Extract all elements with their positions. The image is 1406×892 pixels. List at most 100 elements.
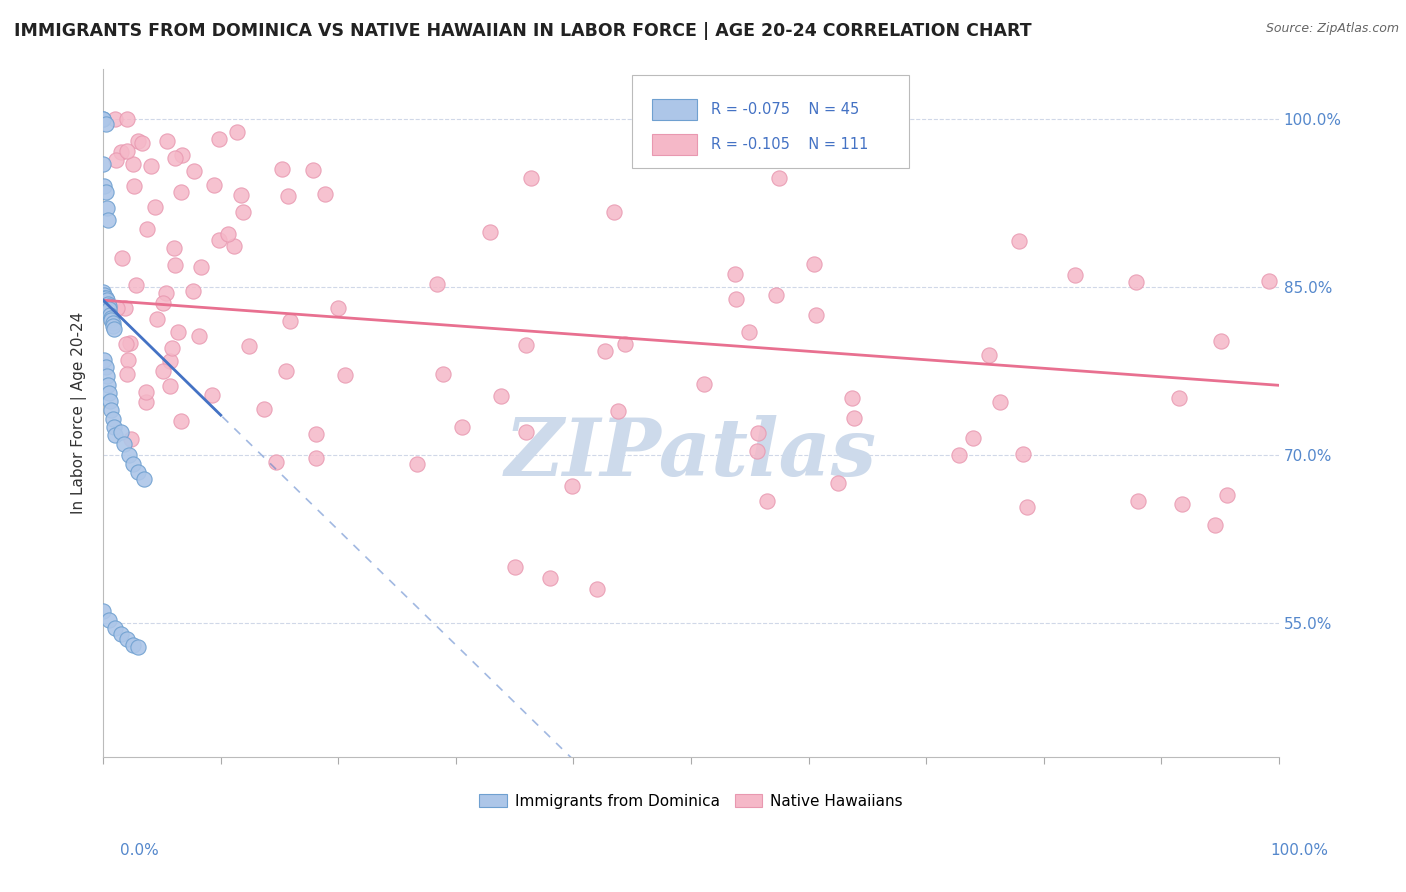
Point: [94, 118, 117, 132]
Point: [135, 385, 157, 400]
Point: [98, 299, 121, 313]
Point: [170, 414, 193, 428]
Point: [977, 348, 1000, 362]
Point: [98, 613, 121, 627]
Point: [163, 258, 186, 272]
Point: [948, 448, 970, 462]
Point: [724, 267, 747, 281]
Point: [614, 337, 637, 351]
Point: [114, 336, 136, 351]
Point: [163, 151, 186, 165]
Point: [725, 292, 748, 306]
Point: [107, 301, 129, 316]
Point: [515, 425, 537, 439]
Point: [115, 112, 138, 126]
Point: [91, 156, 114, 170]
Point: [135, 395, 157, 409]
Point: [231, 188, 253, 202]
Point: [96, 293, 118, 308]
Point: [117, 145, 139, 159]
Point: [264, 455, 287, 469]
Point: [520, 171, 543, 186]
Point: [1125, 275, 1147, 289]
Point: [110, 425, 132, 440]
Point: [1126, 494, 1149, 508]
Point: [201, 388, 224, 402]
Point: [170, 186, 193, 200]
Point: [515, 338, 537, 352]
Point: [1204, 518, 1226, 533]
Point: [122, 178, 145, 193]
Point: [962, 431, 984, 445]
Point: [125, 277, 148, 292]
Point: [1167, 391, 1189, 405]
Point: [538, 571, 561, 585]
Point: [146, 312, 169, 326]
Point: [326, 301, 349, 316]
Point: [110, 627, 132, 641]
Point: [97, 296, 120, 310]
Point: [98, 302, 121, 317]
Point: [765, 288, 787, 302]
Point: [755, 493, 778, 508]
Point: [103, 419, 125, 434]
Point: [561, 479, 583, 493]
Point: [94, 360, 117, 375]
Point: [804, 308, 827, 322]
Legend: Immigrants from Dominica, Native Hawaiians: Immigrants from Dominica, Native Hawaiia…: [474, 788, 908, 814]
Point: [181, 284, 204, 298]
Point: [127, 465, 149, 479]
Point: [586, 582, 609, 596]
Point: [111, 252, 134, 266]
Point: [170, 148, 193, 162]
Point: [121, 457, 143, 471]
Point: [503, 559, 526, 574]
Point: [274, 364, 297, 378]
Point: [156, 134, 179, 148]
Point: [134, 472, 156, 486]
Point: [159, 378, 181, 392]
Point: [152, 363, 174, 377]
Point: [110, 145, 132, 160]
Point: [1008, 234, 1031, 248]
Point: [738, 325, 761, 339]
Point: [131, 136, 153, 151]
Point: [478, 225, 501, 239]
Point: [160, 341, 183, 355]
Point: [188, 329, 211, 343]
Point: [93, 287, 115, 301]
Point: [1017, 500, 1039, 514]
Point: [1257, 274, 1279, 288]
Point: [141, 159, 163, 173]
Point: [104, 112, 127, 126]
Point: [101, 318, 124, 333]
Point: [827, 475, 849, 490]
Point: [745, 444, 768, 458]
Text: 0.0%: 0.0%: [120, 843, 159, 858]
Point: [693, 376, 716, 391]
Point: [104, 621, 127, 635]
Point: [103, 322, 125, 336]
Point: [136, 222, 159, 236]
Point: [450, 420, 472, 434]
Point: [91, 112, 114, 126]
Point: [114, 301, 136, 315]
Point: [603, 205, 626, 219]
Point: [91, 285, 114, 300]
Point: [768, 171, 790, 186]
Bar: [652, 134, 697, 154]
Point: [143, 200, 166, 214]
Point: [593, 343, 616, 358]
Text: Source: ZipAtlas.com: Source: ZipAtlas.com: [1265, 22, 1399, 36]
Point: [96, 369, 118, 384]
Point: [1064, 268, 1087, 282]
Point: [93, 352, 115, 367]
Point: [202, 178, 225, 193]
Point: [278, 314, 301, 328]
Point: [333, 368, 356, 383]
Text: R = -0.105    N = 111: R = -0.105 N = 111: [711, 136, 869, 152]
Point: [98, 386, 121, 401]
Point: [101, 412, 124, 426]
Point: [98, 394, 121, 409]
Point: [100, 403, 122, 417]
